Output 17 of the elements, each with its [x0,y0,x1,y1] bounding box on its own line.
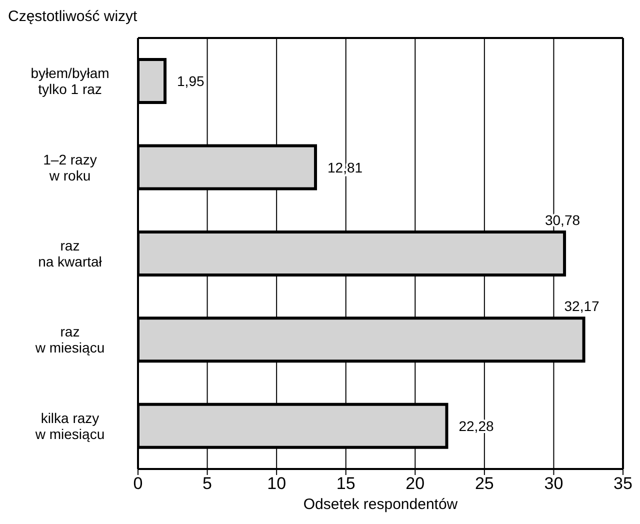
x-axis-title: Odsetek respondentów [303,496,458,513]
x-tick-label: 30 [544,474,564,494]
y-tick-label: byłem/byłam tylko 1 raz [30,65,110,98]
chart-title: Częstotliwość wizyt [8,8,138,25]
x-tick-label: 0 [133,474,143,494]
y-tick-label: raz na kwartał [38,238,103,270]
y-tick-label: kilka razy w miesiącu [34,410,105,442]
y-tick-label: raz w miesiącu [34,324,105,356]
x-tick-label: 25 [474,474,494,494]
y-tick-label: 1–2 razy w roku [43,151,97,184]
x-tick-label: 10 [267,474,286,494]
x-tick-label: 35 [614,474,632,494]
data-label: 32,17 [564,298,600,314]
x-tick-label: 5 [202,474,212,494]
x-tick-label: 15 [336,474,356,494]
x-tick-label: 20 [406,474,425,494]
data-label: 1,95 [177,73,204,90]
